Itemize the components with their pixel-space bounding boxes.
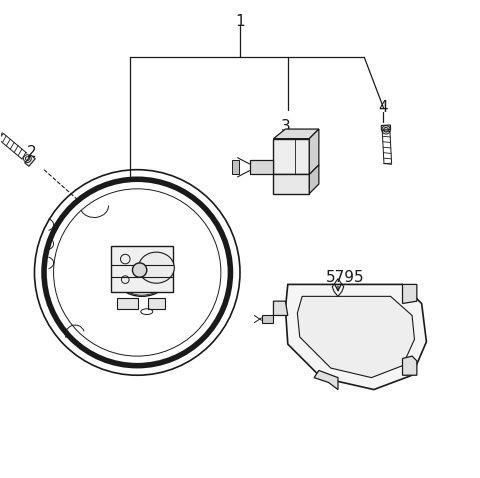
- Polygon shape: [309, 129, 319, 174]
- Circle shape: [132, 263, 147, 277]
- Polygon shape: [403, 356, 417, 375]
- Polygon shape: [381, 125, 391, 130]
- Polygon shape: [298, 296, 414, 378]
- Text: 4: 4: [379, 100, 388, 115]
- Polygon shape: [403, 284, 417, 304]
- Bar: [117, 298, 138, 309]
- Ellipse shape: [138, 252, 174, 283]
- Polygon shape: [274, 174, 309, 194]
- Polygon shape: [286, 284, 426, 390]
- Text: 3: 3: [280, 119, 290, 134]
- Ellipse shape: [113, 249, 171, 296]
- Bar: [148, 298, 165, 309]
- Text: 5795: 5795: [326, 270, 364, 285]
- Polygon shape: [314, 370, 338, 390]
- Text: 2: 2: [27, 145, 37, 161]
- Bar: [232, 160, 239, 174]
- Text: 1: 1: [235, 14, 245, 29]
- Polygon shape: [250, 160, 274, 174]
- Polygon shape: [274, 139, 309, 174]
- Polygon shape: [25, 155, 35, 166]
- Polygon shape: [274, 301, 288, 315]
- Polygon shape: [309, 165, 319, 194]
- Polygon shape: [262, 315, 274, 323]
- Circle shape: [44, 179, 230, 366]
- Polygon shape: [111, 246, 173, 292]
- Polygon shape: [274, 129, 319, 139]
